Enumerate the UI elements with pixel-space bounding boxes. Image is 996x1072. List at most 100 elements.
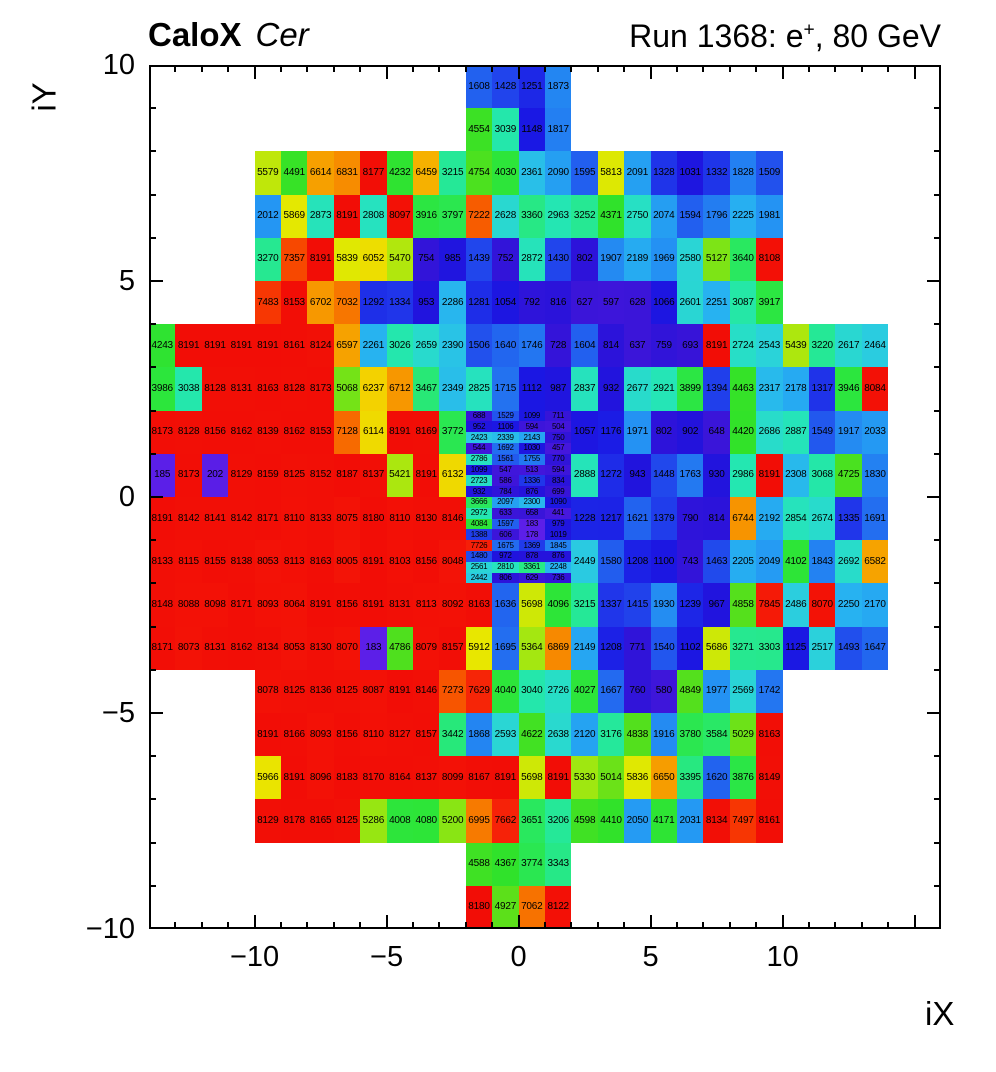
heatmap-cell: 759 xyxy=(650,324,677,368)
axis-tick xyxy=(149,625,156,628)
axis-tick xyxy=(149,323,156,326)
heatmap-cell: 8064 xyxy=(281,583,308,627)
heatmap-cell: 4102 xyxy=(782,540,809,584)
heatmap-cell: 1916 xyxy=(650,713,677,757)
heatmap-cell: 7726 xyxy=(465,540,493,551)
heatmap-cell: 1620 xyxy=(703,756,730,800)
axis-tick xyxy=(149,496,163,498)
heatmap-cell: 8110 xyxy=(360,713,387,757)
axis-tick xyxy=(934,625,941,628)
heatmap-cell: 1509 xyxy=(756,151,783,195)
heatmap-cell: 2617 xyxy=(835,324,862,368)
heatmap-cell: 8163 xyxy=(756,713,783,757)
x-axis-tick-label: −5 xyxy=(370,941,404,973)
heatmap-cell: 3215 xyxy=(571,583,598,627)
heatmap-cell: 8115 xyxy=(175,540,202,584)
heatmap-cell: 4927 xyxy=(492,885,519,929)
heatmap-cell: 2808 xyxy=(360,194,387,238)
axis-tick xyxy=(934,452,941,455)
axis-tick xyxy=(934,409,941,412)
heatmap-cell: 1636 xyxy=(492,583,519,627)
heatmap-cell: 3780 xyxy=(677,713,704,757)
axis-tick xyxy=(149,150,156,153)
axis-tick xyxy=(227,65,230,72)
heatmap-cell: 2686 xyxy=(756,410,783,454)
x-axis-tick-label: 5 xyxy=(642,941,659,973)
heatmap-cell: 1715 xyxy=(492,367,519,411)
heatmap-cell: 8093 xyxy=(254,583,281,627)
heatmap-cell: 2031 xyxy=(677,799,704,843)
heatmap-cell: 3087 xyxy=(729,281,757,325)
heatmap-cell: 3651 xyxy=(518,799,545,843)
axis-tick xyxy=(332,65,335,72)
heatmap-cell: 1334 xyxy=(386,281,413,325)
heatmap-cell: 2091 xyxy=(624,151,651,195)
axis-tick xyxy=(623,922,626,929)
heatmap-cell: 1549 xyxy=(809,410,836,454)
heatmap-cell: 8093 xyxy=(307,713,334,757)
heatmap-cell: 3442 xyxy=(439,713,466,757)
heatmap-cell: 183 xyxy=(518,518,545,530)
heatmap-cell: 6702 xyxy=(307,281,334,325)
heatmap-cell: 1828 xyxy=(729,151,757,195)
heatmap-cell: 2786 xyxy=(465,453,493,465)
heatmap-cell: 3220 xyxy=(809,324,836,368)
axis-tick xyxy=(174,65,177,72)
heatmap-cell: 2854 xyxy=(782,497,809,541)
heatmap-cell: 2317 xyxy=(756,367,783,411)
run-info-text: Run 1368: e xyxy=(629,18,804,54)
heatmap-cell: 8169 xyxy=(413,410,440,454)
heatmap-cell: 3946 xyxy=(835,367,862,411)
heatmap-cell: 3899 xyxy=(677,367,704,411)
heatmap-cell: 802 xyxy=(650,410,677,454)
heatmap-cell: 8162 xyxy=(228,410,255,454)
heatmap-cell: 693 xyxy=(677,324,704,368)
axis-tick xyxy=(927,712,941,714)
heatmap-cell: 8156 xyxy=(333,583,361,627)
heatmap-cell: 3395 xyxy=(677,756,704,800)
heatmap-cell: 1317 xyxy=(809,367,836,411)
heatmap-cell: 5579 xyxy=(254,151,281,195)
heatmap-cell: 1228 xyxy=(571,497,598,541)
axis-tick xyxy=(755,65,758,72)
heatmap-cell: 4491 xyxy=(281,151,308,195)
heatmap-cell: 2250 xyxy=(835,583,862,627)
heatmap-cell: 8173 xyxy=(149,410,176,454)
heatmap-cell: 8078 xyxy=(254,669,281,713)
heatmap-cell: 2120 xyxy=(571,713,598,757)
heatmap-cell: 8131 xyxy=(228,367,255,411)
heatmap-cell: 8134 xyxy=(703,799,730,843)
heatmap-cell: 8163 xyxy=(254,367,281,411)
heatmap-cell: 8191 xyxy=(281,756,308,800)
heatmap-cell: 1066 xyxy=(650,281,677,325)
heatmap-cell: 8173 xyxy=(307,367,334,411)
heatmap-cell: 3040 xyxy=(518,669,545,713)
heatmap-cell: 8128 xyxy=(201,367,229,411)
heatmap-cell: 8191 xyxy=(254,713,281,757)
axis-tick xyxy=(149,452,156,455)
heatmap-cell: 3039 xyxy=(492,108,519,152)
heatmap-cell: 1621 xyxy=(624,497,651,541)
axis-tick xyxy=(934,107,941,110)
y-axis-tick-label: 0 xyxy=(118,481,135,513)
heatmap-cell: 8148 xyxy=(149,583,176,627)
axis-tick xyxy=(934,150,941,153)
heatmap-cell: 8127 xyxy=(386,713,413,757)
heatmap-cell: 5966 xyxy=(254,756,281,800)
heatmap-cell: 8170 xyxy=(360,756,387,800)
axis-tick xyxy=(596,65,599,72)
heatmap-cell: 8084 xyxy=(861,367,889,411)
y-axis-tick-label: −5 xyxy=(101,697,135,729)
heatmap-cell: 8110 xyxy=(281,497,308,541)
heatmap-cell: 8099 xyxy=(439,756,466,800)
axis-tick xyxy=(934,582,941,585)
heatmap-cell: 8110 xyxy=(386,497,413,541)
heatmap-cell: 2569 xyxy=(729,669,757,713)
heatmap-cell: 1742 xyxy=(756,669,783,713)
heatmap-cell: 1054 xyxy=(492,281,519,325)
heatmap-cell: 1493 xyxy=(835,626,862,670)
heatmap-cell: 1763 xyxy=(677,453,704,497)
heatmap-cell: 5200 xyxy=(439,799,466,843)
axis-tick xyxy=(676,922,678,929)
